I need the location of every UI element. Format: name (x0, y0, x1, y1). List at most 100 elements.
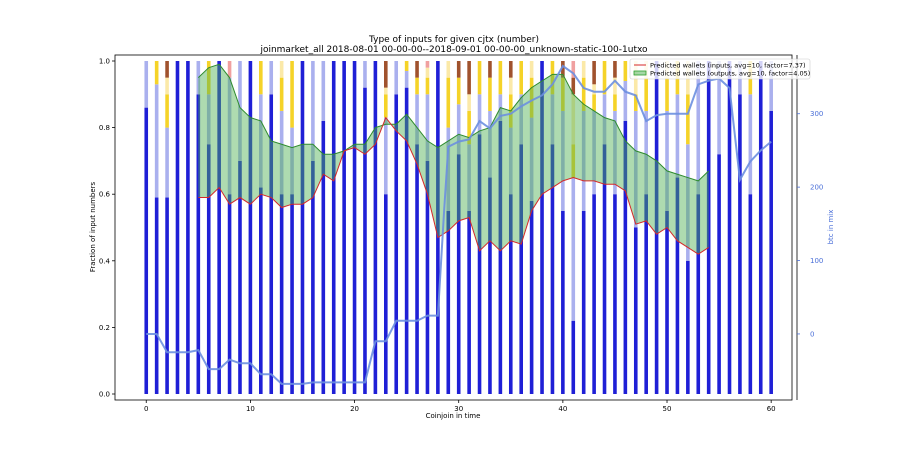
bar-26-brown-segment (415, 61, 419, 78)
bar-37-blue-segment (529, 200, 534, 394)
x-tick-label: 0 (144, 405, 148, 413)
bar-44 (602, 61, 607, 394)
y-tick-label: 0.6 (99, 191, 111, 199)
bar-58-blue-segment (748, 194, 753, 394)
bar-31-light-yellow-segment (467, 94, 471, 111)
bar-2-yellow-segment (165, 94, 169, 128)
bar-22-blue-segment (373, 61, 378, 394)
bar-4-blue-segment (186, 61, 190, 394)
bar-31-blue-segment (467, 210, 471, 394)
bar-8-pink-segment (227, 61, 232, 78)
bar-44-blue-segment (602, 144, 607, 394)
bar-59-blue-segment (758, 61, 763, 394)
bar-35-light-blue-segment (508, 127, 513, 195)
bar-33-light-blue-segment (488, 110, 492, 178)
bar-14 (290, 61, 294, 394)
bar-14-light-blue-segment (290, 127, 294, 195)
legend-inputs-label: Predicted wallets (inputs, avg=10, facto… (650, 62, 806, 70)
bar-33-blue-segment (488, 177, 492, 394)
bar-30 (456, 61, 461, 394)
bar-14-yellow-segment (290, 61, 294, 128)
bar-3-blue-segment (175, 61, 180, 394)
bar-31-brown-segment (467, 61, 471, 95)
bar-33-brown-segment (488, 61, 492, 78)
bar-20 (352, 61, 357, 394)
bar-13-light-blue-segment (279, 110, 284, 195)
bar-11-yellow-segment (259, 61, 263, 95)
bar-8 (227, 61, 232, 394)
x-tick-label: 60 (767, 405, 776, 413)
bar-45-brown-segment (613, 61, 617, 78)
bar-42-yellow-segment (581, 77, 586, 111)
bar-49 (654, 61, 659, 394)
chart-title: Type of inputs for given cjtx (number) (368, 35, 539, 45)
bar-52-light-blue-segment (686, 144, 690, 261)
bar-16 (311, 61, 315, 394)
bar-18 (331, 61, 336, 394)
bar-13-yellow-segment (279, 77, 284, 111)
bar-24-light-blue-segment (394, 61, 399, 95)
bar-41-pink-segment (571, 61, 576, 78)
bar-9 (238, 61, 242, 394)
bar-2-light-blue-segment (165, 127, 169, 198)
bar-2 (165, 61, 169, 394)
bar-48-blue-segment (644, 194, 648, 394)
x-tick-label: 40 (558, 405, 567, 413)
bar-39-yellow-segment (550, 61, 555, 95)
bar-43 (592, 61, 596, 394)
bar-40-blue-segment (561, 210, 565, 394)
bar-13 (279, 61, 284, 394)
bar-48-yellow-segment (644, 77, 648, 111)
bar-29-light-yellow-segment (446, 61, 451, 78)
y-tick-label: 0.4 (99, 257, 111, 265)
y-tick-label: 1.0 (99, 58, 110, 66)
bar-45-light-blue-segment (613, 110, 617, 195)
bar-6-light-blue-segment (206, 94, 211, 145)
bar-27-light-blue-segment (425, 94, 430, 161)
bar-23-blue-segment (384, 194, 388, 394)
bar-11 (259, 61, 263, 394)
bar-26-blue-segment (415, 144, 419, 394)
bar-44-yellow-segment (602, 61, 607, 95)
y2-tick-label: 0 (810, 330, 814, 338)
bar-17 (321, 61, 326, 394)
bar-14-blue-segment (290, 194, 294, 394)
bar-11-blue-segment (259, 187, 263, 394)
bar-60-light-blue-segment (769, 61, 773, 111)
bar-27-yellow-segment (425, 77, 430, 95)
bar-12-light-blue-segment (269, 61, 274, 95)
mix-line-layer (146, 64, 772, 385)
chart-subtitle: joinmarket_all 2018-08-01 00-00-00--2018… (259, 45, 648, 55)
band-layer (197, 63, 710, 255)
bar-7 (217, 61, 221, 394)
bar-39-light-blue-segment (550, 94, 555, 145)
bar-32 (477, 61, 482, 394)
predicted-wallets-band (198, 64, 709, 255)
bar-1 (154, 61, 159, 394)
bar-42-light-blue-segment (581, 110, 586, 211)
bar-22 (373, 61, 378, 394)
y-axis-ticks: 0.0 0.2 0.4 0.6 0.8 1.0 (99, 58, 115, 399)
x-tick-label: 50 (663, 405, 672, 413)
bar-36 (519, 61, 523, 394)
bar-9-light-blue-segment (238, 61, 242, 161)
bar-45-light-yellow-segment (613, 77, 617, 95)
bar-55-light-blue-segment (717, 61, 721, 155)
bar-41-blue-segment (571, 320, 576, 394)
bar-24-blue-segment (394, 94, 399, 395)
bar-25 (404, 61, 409, 394)
bar-37-yellow-segment (529, 77, 534, 118)
bar-32-blue-segment (477, 134, 482, 394)
bar-35-blue-segment (508, 194, 513, 394)
bar-48-light-blue-segment (644, 110, 648, 195)
bar-45 (613, 61, 617, 394)
bar-11-light-blue-segment (259, 94, 263, 188)
y-tick-label: 0.0 (99, 391, 110, 399)
bar-4 (186, 61, 190, 394)
bar-43-yellow-segment (592, 94, 596, 111)
legend-box (629, 58, 811, 80)
bar-53-light-blue-segment (696, 61, 701, 195)
bar-48 (644, 61, 648, 394)
bar-36-blue-segment (519, 144, 523, 394)
bar-13-light-yellow-segment (279, 61, 284, 78)
